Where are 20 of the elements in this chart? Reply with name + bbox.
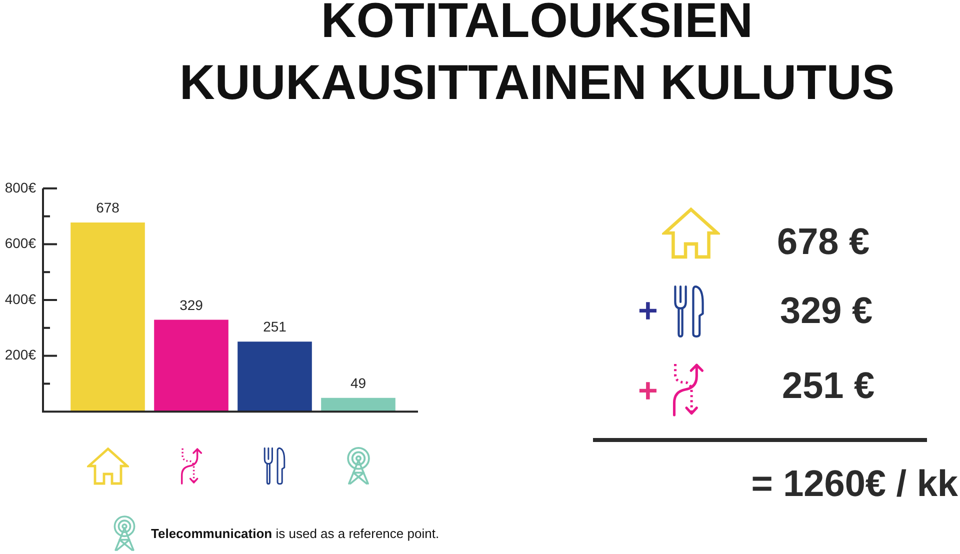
data-label: 329 [180, 296, 204, 313]
y-tick-label: 600€ [4, 235, 36, 252]
text: KOTITALOUKSIEN KUUKAUSITTAINEN KULUTUS [178, 0, 896, 112]
bar [321, 398, 396, 412]
bar [238, 342, 312, 412]
text: + [638, 292, 658, 330]
y-tick-label: 200€ [4, 346, 36, 363]
data-label: 251 [263, 318, 287, 335]
data-label: 49 [350, 374, 366, 391]
bar [70, 222, 145, 412]
bar [154, 320, 228, 412]
data-label: 678 [96, 199, 120, 216]
y-tick-label: 400€ [4, 290, 36, 307]
text: = 1260€ / kk [751, 463, 958, 504]
text: Telecommunication is used as a reference point. [151, 526, 440, 541]
y-tick-label: 800€ [4, 179, 36, 196]
text: 678 € [777, 221, 870, 262]
text: 251 € [782, 365, 875, 406]
text: + [638, 372, 658, 410]
text: 329 € [780, 290, 873, 331]
